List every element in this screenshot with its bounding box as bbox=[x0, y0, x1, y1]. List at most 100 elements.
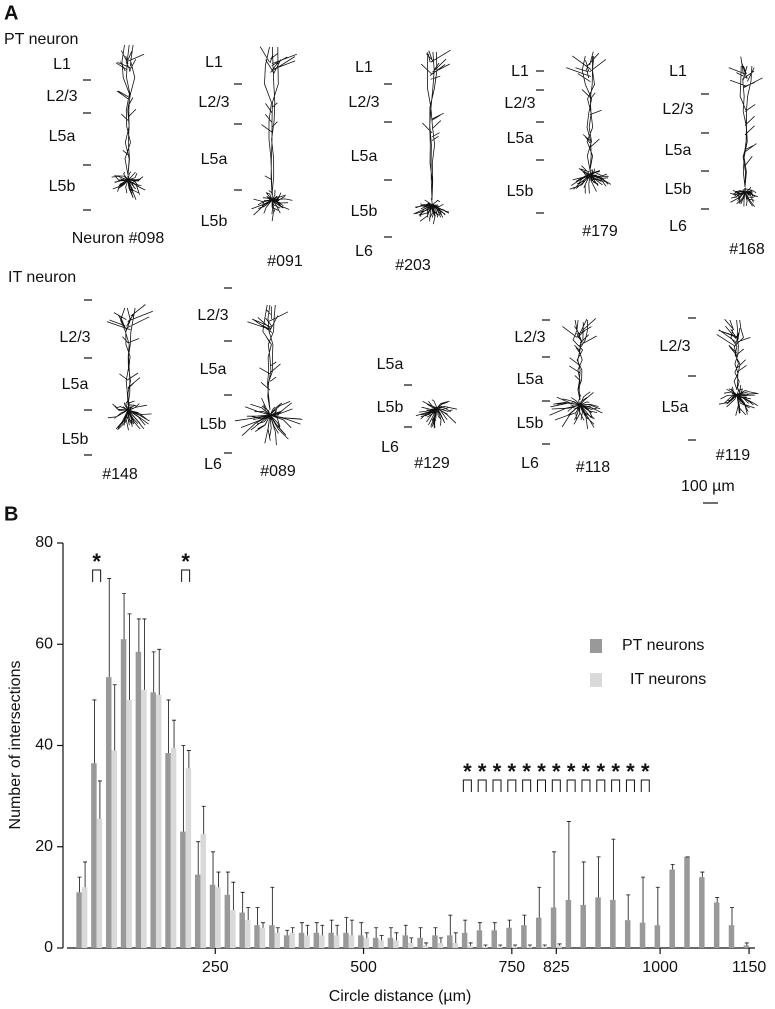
bar bbox=[372, 937, 379, 948]
layer-label: L2/3 bbox=[348, 94, 379, 111]
legend-label: IT neurons bbox=[630, 671, 706, 688]
error-bar bbox=[112, 684, 117, 751]
layer-label: L5b bbox=[517, 415, 544, 432]
layer-label: L6 bbox=[204, 456, 222, 473]
bar bbox=[482, 946, 488, 948]
error-bar bbox=[424, 942, 429, 946]
error-bar bbox=[388, 927, 393, 938]
bar bbox=[185, 768, 192, 948]
layer-label: L2/3 bbox=[514, 329, 545, 346]
error-bar bbox=[142, 618, 147, 690]
error-bar bbox=[552, 851, 557, 908]
layer-label: L5b bbox=[200, 416, 227, 433]
error-bar bbox=[92, 699, 97, 764]
error-bar bbox=[483, 944, 488, 947]
error-bar bbox=[409, 937, 414, 943]
x-tick-label: 750 bbox=[498, 959, 525, 976]
bar bbox=[422, 945, 429, 948]
bar bbox=[654, 925, 661, 948]
error-bar bbox=[537, 886, 542, 918]
bar bbox=[304, 935, 310, 948]
panel-label: B bbox=[4, 503, 18, 525]
layer-label: L6 bbox=[521, 455, 539, 472]
error-bar bbox=[557, 943, 562, 946]
error-bar bbox=[715, 896, 720, 903]
error-bar bbox=[225, 871, 230, 895]
bar bbox=[467, 945, 473, 948]
error-bar bbox=[477, 922, 482, 931]
bar bbox=[319, 935, 325, 948]
bar bbox=[259, 927, 266, 948]
error-bar bbox=[172, 719, 177, 749]
layer-label: L5a bbox=[201, 151, 228, 168]
error-bar bbox=[290, 927, 295, 933]
error-bar bbox=[107, 578, 112, 678]
error-bar bbox=[364, 932, 369, 938]
bar bbox=[624, 920, 631, 948]
y-axis-label: Number of intersections bbox=[7, 661, 24, 830]
layer-label: L2/3 bbox=[198, 94, 229, 111]
layer-label: L5a bbox=[62, 376, 89, 393]
bar bbox=[194, 874, 201, 948]
bar bbox=[348, 935, 355, 948]
layer-label: L1 bbox=[669, 63, 687, 80]
error-bar bbox=[433, 927, 438, 936]
neuron-id: #168 bbox=[729, 241, 765, 258]
neuron-morphology bbox=[106, 304, 153, 431]
error-bar bbox=[270, 886, 275, 926]
layer-label: L1 bbox=[53, 56, 71, 73]
layer-label: L6 bbox=[669, 218, 687, 235]
layer-label: L2/3 bbox=[197, 307, 228, 324]
layer-label: L5b bbox=[351, 203, 378, 220]
bar bbox=[328, 932, 334, 948]
bar bbox=[269, 925, 275, 948]
error-bar bbox=[314, 922, 319, 933]
error-bar bbox=[641, 876, 646, 923]
significance-bracket bbox=[581, 779, 591, 792]
bar bbox=[452, 942, 459, 948]
bar bbox=[239, 912, 245, 948]
error-bar bbox=[611, 838, 616, 900]
bar bbox=[363, 937, 370, 948]
bar bbox=[713, 902, 720, 948]
bar bbox=[432, 935, 438, 948]
layer-label: L1 bbox=[205, 54, 223, 71]
row-label: PT neuron bbox=[4, 31, 78, 48]
error-bar bbox=[275, 927, 280, 933]
bar bbox=[254, 925, 260, 948]
layer-label: L2/3 bbox=[59, 329, 90, 346]
bar bbox=[497, 946, 503, 948]
neuron-id: Neuron #098 bbox=[72, 230, 165, 247]
error-bar bbox=[122, 593, 127, 640]
significance-star: * bbox=[582, 759, 591, 784]
neuron-morphology bbox=[413, 49, 451, 225]
bar bbox=[491, 930, 497, 948]
significance-bracket bbox=[181, 569, 191, 582]
error-bar bbox=[97, 780, 102, 819]
legend-label: PT neurons bbox=[622, 637, 704, 654]
significance-star: * bbox=[641, 759, 650, 784]
error-bar bbox=[246, 907, 251, 921]
layer-label: L5a bbox=[665, 142, 692, 159]
bar bbox=[180, 831, 186, 948]
significance-star: * bbox=[597, 759, 606, 784]
significance-bracket bbox=[625, 779, 635, 792]
error-bar bbox=[596, 856, 601, 898]
dendrites bbox=[234, 304, 303, 446]
x-tick-label: 825 bbox=[543, 959, 570, 976]
significance-star: * bbox=[181, 549, 190, 574]
significance-bracket bbox=[566, 779, 576, 792]
layer-label: L5a bbox=[662, 399, 689, 416]
neuron-id: #129 bbox=[414, 455, 450, 472]
bar bbox=[230, 910, 236, 948]
bar bbox=[120, 639, 127, 948]
bar bbox=[170, 748, 177, 948]
error-bar bbox=[329, 919, 334, 933]
significance-bracket bbox=[536, 779, 546, 792]
bar bbox=[556, 945, 562, 948]
layer-label: L2/3 bbox=[662, 101, 693, 118]
x-axis-label: Circle distance (µm) bbox=[329, 988, 472, 1005]
significance-star: * bbox=[508, 759, 517, 784]
layer-label: L5b bbox=[201, 213, 228, 230]
